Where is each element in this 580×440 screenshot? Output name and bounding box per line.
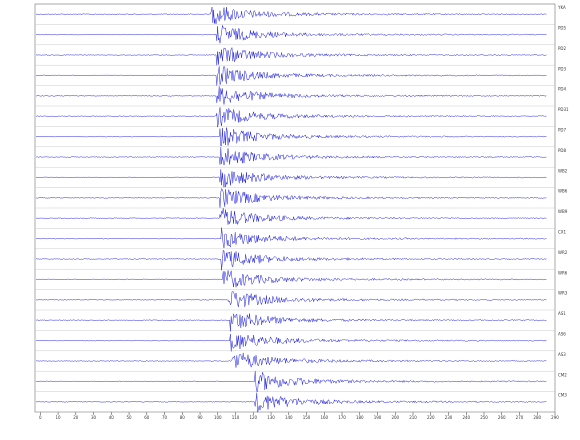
x-tick-label: 130 (267, 415, 275, 420)
x-tick-label: 30 (91, 415, 97, 420)
waveform (35, 371, 547, 392)
x-tick-label: 20 (73, 415, 79, 420)
station-label: AS3 (558, 352, 566, 357)
x-tick-label: 260 (498, 415, 506, 420)
x-tick-label: 230 (445, 415, 453, 420)
waveform (35, 46, 547, 66)
waveform (35, 290, 547, 308)
station-label: PD3 (558, 66, 566, 71)
x-tick-label: 10 (56, 415, 62, 420)
station-label: CM3 (558, 393, 567, 398)
x-tick-label: 50 (127, 415, 133, 420)
waveform (35, 392, 547, 413)
x-tick-label: 180 (356, 415, 364, 420)
station-label: AS1 (558, 311, 566, 316)
waveform (35, 334, 547, 352)
x-tick-label: 160 (320, 415, 328, 420)
waveform (35, 352, 547, 369)
waveform (36, 270, 547, 288)
x-tick-label: 120 (249, 415, 257, 420)
station-label: PD5 (558, 25, 566, 30)
station-label: PD8 (558, 148, 566, 153)
waveform (35, 6, 547, 24)
station-label: WB2 (558, 168, 568, 173)
station-label: PD31 (558, 107, 569, 112)
x-tick-label: 70 (162, 415, 168, 420)
x-tick-label: 190 (374, 415, 382, 420)
station-label: PD2 (558, 46, 566, 51)
waveform (35, 147, 547, 166)
x-tick-label: 60 (144, 415, 150, 420)
x-tick-label: 140 (285, 415, 293, 420)
waveform (36, 65, 547, 86)
x-tick-label: 150 (303, 415, 311, 420)
station-label: PD7 (558, 127, 566, 132)
x-tick-label: 200 (391, 415, 399, 420)
waveform (35, 313, 547, 332)
x-tick-label: 80 (180, 415, 186, 420)
station-label: WB9 (558, 209, 568, 214)
station-label: WR3 (558, 291, 568, 296)
station-label: WB6 (558, 189, 568, 194)
x-tick-label: 0 (39, 415, 42, 420)
x-tick-label: 250 (480, 415, 488, 420)
x-tick-label: 210 (409, 415, 417, 420)
waveform (35, 187, 547, 208)
x-tick-label: 280 (533, 415, 541, 420)
x-tick-label: 290 (551, 415, 559, 420)
waveform (35, 250, 547, 271)
station-label: CM2 (558, 372, 567, 377)
station-label: PD4 (558, 87, 566, 92)
waveform (35, 227, 547, 249)
station-label: WR6 (558, 270, 568, 275)
waveform (36, 107, 547, 128)
x-tick-label: 100 (214, 415, 222, 420)
x-tick-label: 240 (462, 415, 470, 420)
station-label: YKA (557, 5, 566, 10)
waveform (35, 127, 547, 147)
x-tick-label: 40 (109, 415, 115, 420)
waveform (36, 208, 547, 225)
x-tick-label: 110 (232, 415, 240, 420)
x-tick-label: 270 (516, 415, 524, 420)
waveform (35, 86, 547, 105)
waveform (35, 169, 547, 188)
x-tick-label: 90 (198, 415, 204, 420)
x-tick-label: 220 (427, 415, 435, 420)
station-label: CX1 (558, 229, 567, 234)
station-label: WR2 (558, 250, 568, 255)
station-label: AS6 (558, 331, 566, 336)
waveform (35, 25, 547, 44)
x-tick-label: 170 (338, 415, 346, 420)
